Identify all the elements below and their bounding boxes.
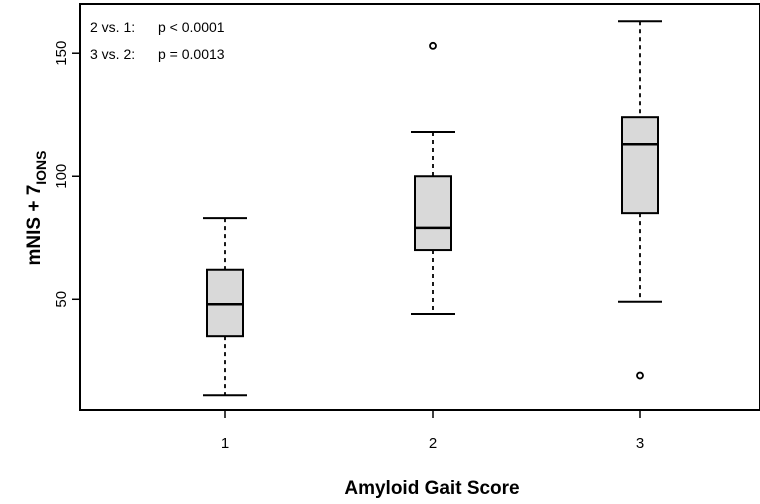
x-axis: 1 2 3 [221,410,644,452]
box-1 [203,217,247,397]
svg-text:mNIS + 7IONS: mNIS + 7IONS [24,150,49,265]
x-axis-title: Amyloid Gait Score [344,478,519,499]
box-2 [411,41,455,316]
annotation-2-label: 3 vs. 2: [90,46,135,62]
y-axis-title: mNIS + 7IONS [24,150,49,265]
annotation-2-value: p = 0.0013 [158,46,225,62]
box-3 [618,20,662,380]
x-tick-label-3: 3 [636,435,644,452]
y-axis-title-main: mNIS + 7 [24,185,45,266]
annotation-block: 2 vs. 1: p < 0.0001 3 vs. 2: p = 0.0013 [90,19,225,62]
annotation-1-value: p < 0.0001 [158,19,225,35]
x-tick-label-1: 1 [221,435,229,452]
outlier-point-0 [636,371,644,380]
y-axis-title-subscript: IONS [33,150,49,184]
iqr-box [621,116,659,215]
iqr-box [414,175,452,252]
annotation-1-label: 2 vs. 1: [90,19,135,35]
plot-frame [79,3,760,411]
y-tick-label-100: 100 [53,164,70,189]
y-axis: 50 100 150 [53,41,80,308]
outlier-point-0 [429,41,437,50]
y-tick-label-50: 50 [53,291,70,308]
y-tick-label-150: 150 [53,41,70,66]
boxes [203,20,662,397]
x-tick-label-2: 2 [429,435,437,452]
